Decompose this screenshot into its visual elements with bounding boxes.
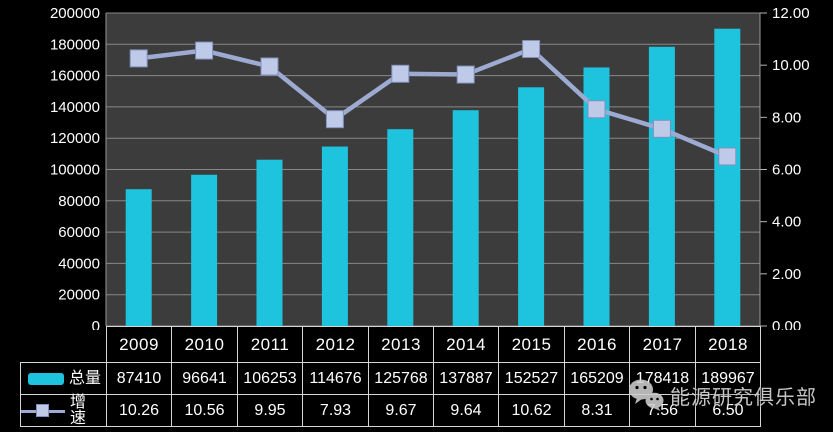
value-cell-2010: 96641 [171, 362, 238, 395]
value-cell-2011: 106253 [237, 362, 303, 395]
marker-2016 [587, 100, 606, 119]
bar-2011 [256, 159, 283, 326]
left-axis-tick-label: 60000 [58, 224, 100, 241]
marker-2015 [522, 39, 541, 58]
bar-2010 [191, 174, 218, 326]
value-cell-2015: 10.62 [498, 394, 565, 427]
bar-2018 [714, 28, 741, 326]
watermark: 能源研究俱乐部 [628, 378, 817, 412]
year-cell-2009: 2009 [106, 326, 172, 363]
year-cell-2010: 2010 [171, 326, 238, 363]
right-axis-tick-label: 0.00 [772, 318, 801, 330]
watermark-text: 能源研究俱乐部 [670, 386, 817, 409]
year-cell-2011: 2011 [237, 326, 303, 363]
right-axis-tick-label: 10.00 [772, 57, 810, 74]
right-axis-tick-label: 2.00 [772, 266, 801, 283]
value-cell-2013: 9.67 [368, 394, 434, 427]
left-axis-tick-label: 20000 [58, 287, 100, 304]
value-cell-2010: 10.56 [171, 394, 238, 427]
value-cell-2012: 7.93 [302, 394, 369, 427]
combo-chart-plot: 0 20000 40000 60000 80000 100000 120000 140000 1… [50, 5, 810, 330]
value-cell-2012: 114676 [302, 362, 369, 395]
left-axis-tick-label: 100000 [50, 162, 100, 179]
right-axis-tick-label: 4.00 [772, 214, 801, 231]
left-axis-tick-label: 160000 [50, 68, 100, 85]
legend-label: 增速 [70, 393, 87, 427]
year-cell-2014: 2014 [433, 326, 499, 363]
left-axis-tick-label: 120000 [50, 130, 100, 147]
year-cell-2013: 2013 [368, 326, 434, 363]
right-axis-tick-label: 8.00 [772, 109, 801, 126]
wechat-icon [629, 379, 664, 411]
marker-2018 [718, 147, 737, 166]
growth-line-swatch-icon [21, 403, 65, 418]
marker-2010 [195, 41, 214, 60]
marker-2014 [456, 65, 475, 84]
marker-2009 [129, 49, 148, 68]
growth-line [138, 46, 729, 159]
legend-label: 总量 [68, 369, 101, 387]
legend-cell-growth: 增速 [20, 394, 107, 427]
year-cell-2016: 2016 [564, 326, 630, 363]
right-axis-tick-label: 6.00 [772, 162, 801, 179]
bar-2014 [452, 110, 479, 326]
left-axis-tick-label: 200000 [50, 5, 100, 22]
left-axis-tick-label: 40000 [58, 255, 100, 272]
marker-2012 [325, 110, 344, 129]
bar-2017 [648, 46, 675, 327]
value-cell-2014: 137887 [433, 362, 499, 395]
value-cell-2009: 10.26 [106, 394, 172, 427]
year-cell-2015: 2015 [498, 326, 565, 363]
value-cell-2016: 8.31 [564, 394, 630, 427]
value-cell-2014: 9.64 [433, 394, 499, 427]
value-cell-2015: 152527 [498, 362, 565, 395]
bar-2013 [387, 129, 414, 326]
bar-2015 [518, 87, 545, 326]
marker-2017 [652, 119, 671, 138]
legend-cell-total: 总量 [20, 362, 107, 395]
year-cell-2018: 2018 [695, 326, 761, 363]
value-cell-2013: 125768 [368, 362, 434, 395]
value-cell-2011: 9.95 [237, 394, 303, 427]
left-axis-tick-label: 0 [92, 318, 100, 330]
right-axis-tick-label: 12.00 [772, 5, 810, 22]
left-axis-tick-label: 180000 [50, 36, 100, 53]
value-cell-2009: 87410 [106, 362, 172, 395]
marker-2011 [260, 57, 279, 76]
left-axis-tick-label: 140000 [50, 99, 100, 116]
marker-2013 [391, 64, 410, 83]
year-cell-2012: 2012 [302, 326, 369, 363]
value-cell-2016: 165209 [564, 362, 630, 395]
left-axis-tick-label: 80000 [58, 193, 100, 210]
total-bar-swatch-icon [27, 372, 64, 385]
year-cell-2017: 2017 [629, 326, 696, 363]
bar-2009 [125, 189, 152, 326]
bar-2012 [321, 146, 348, 326]
